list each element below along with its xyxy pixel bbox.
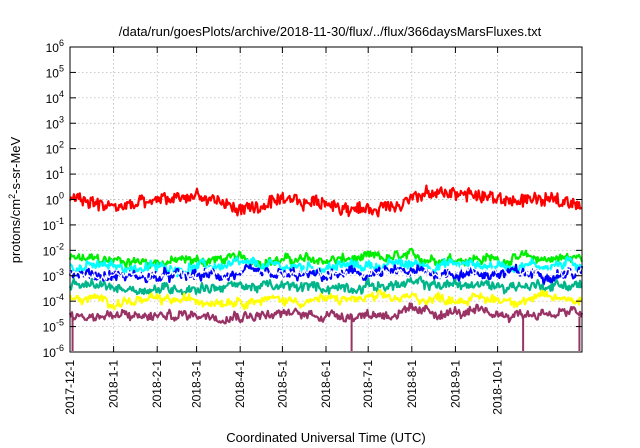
y-tick-base: 10 xyxy=(46,143,60,157)
y-tick-labels: 10-610-510-410-310-210-11001011021031041… xyxy=(43,38,64,360)
chart-title: /data/run/goesPlots/archive/2018-11-30/f… xyxy=(119,24,542,39)
y-tick-exp: 0 xyxy=(59,191,64,201)
y-tick-base: 10 xyxy=(43,244,57,258)
y-tick-base: 10 xyxy=(43,321,57,335)
x-tick-label: 2018-6-1 xyxy=(319,360,333,408)
y-tick-exp: 1 xyxy=(59,165,64,175)
y-tick-label: 10-3 xyxy=(43,267,64,284)
y-tick-base: 10 xyxy=(46,194,60,208)
y-tick-exp: -3 xyxy=(56,267,64,277)
y-tick-label: 100 xyxy=(46,191,64,208)
y-tick-label: 10-1 xyxy=(43,216,64,233)
y-tick-exp: 5 xyxy=(59,63,64,73)
x-tick-label: 2017-12-1 xyxy=(63,360,77,415)
y-tick-label: 105 xyxy=(46,63,64,80)
y-axis-label-sup: 2 xyxy=(7,194,17,199)
y-tick-exp: -2 xyxy=(56,241,64,251)
y-tick-exp: 6 xyxy=(59,38,64,48)
tick-marks xyxy=(69,46,582,353)
x-tick-label: 2018-7-1 xyxy=(361,360,375,408)
y-tick-exp: -5 xyxy=(56,318,64,328)
series-line xyxy=(68,184,583,218)
y-axis-label-base: protons/cm xyxy=(8,199,23,263)
y-tick-exp: 4 xyxy=(59,89,64,99)
y-axis-label: protons/cm2-s-sr-MeV xyxy=(7,136,23,263)
y-tick-label: 104 xyxy=(46,89,64,106)
series-line xyxy=(69,256,583,278)
x-tick-label: 2018-8-1 xyxy=(405,360,419,408)
y-tick-base: 10 xyxy=(46,92,60,106)
y-tick-exp: 3 xyxy=(59,114,64,124)
x-tick-label: 2018-5-1 xyxy=(275,360,289,408)
x-tick-label: 2018-3-1 xyxy=(190,360,204,408)
y-tick-label: 10-5 xyxy=(43,318,64,335)
x-tick-label: 2018-10-1 xyxy=(491,360,505,415)
y-tick-base: 10 xyxy=(46,41,60,55)
y-tick-exp: -4 xyxy=(56,292,64,302)
series-line xyxy=(68,302,584,325)
y-tick-base: 10 xyxy=(46,117,60,131)
y-tick-label: 106 xyxy=(46,38,64,55)
y-tick-label: 10-4 xyxy=(43,292,64,309)
y-tick-exp: 2 xyxy=(59,140,64,150)
x-tick-label: 2018-1-1 xyxy=(107,360,121,408)
series-line xyxy=(69,264,583,282)
y-tick-base: 10 xyxy=(43,270,57,284)
x-axis-label: Coordinated Universal Time (UTC) xyxy=(226,430,425,445)
x-tick-label: 2018-9-1 xyxy=(448,360,462,408)
y-tick-exp: -1 xyxy=(56,216,64,226)
series-line xyxy=(68,288,583,311)
y-tick-exp: -6 xyxy=(56,343,64,353)
y-tick-base: 10 xyxy=(43,219,57,233)
y-tick-base: 10 xyxy=(43,295,57,309)
x-tick-label: 2018-4-1 xyxy=(233,360,247,408)
y-axis-label-rest: -s-sr-MeV xyxy=(8,136,23,193)
series-line xyxy=(68,275,583,296)
y-tick-base: 10 xyxy=(46,168,60,182)
y-tick-label: 101 xyxy=(46,165,64,182)
series-line xyxy=(68,247,584,271)
series-group xyxy=(68,184,584,351)
y-tick-label: 10-2 xyxy=(43,241,64,258)
y-tick-label: 102 xyxy=(46,140,64,157)
y-tick-base: 10 xyxy=(43,346,57,360)
x-tick-labels: 2017-12-1 2018-1-1 2018-2-1 2018-3-1 2018-4-… xyxy=(63,360,505,415)
y-tick-base: 10 xyxy=(46,66,60,80)
y-tick-label: 103 xyxy=(46,114,64,131)
x-tick-label: 2018-2-1 xyxy=(150,360,164,408)
y-tick-label: 10-6 xyxy=(43,343,64,360)
